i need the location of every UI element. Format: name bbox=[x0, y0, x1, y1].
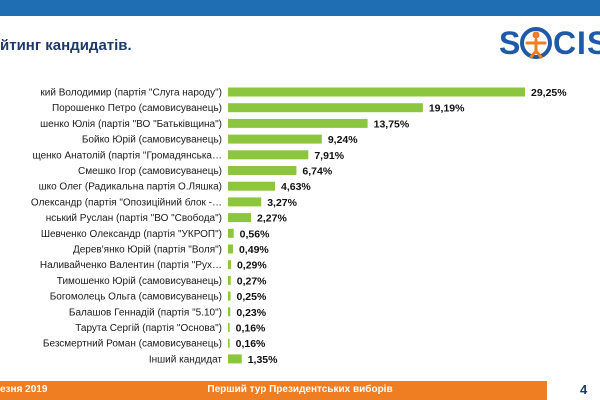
value-label: 1,35% bbox=[248, 354, 278, 366]
value-label: 29,25% bbox=[531, 87, 567, 99]
page-number-box bbox=[547, 381, 600, 400]
category-label: Смешко Ігор (самовисуванець) bbox=[78, 166, 222, 177]
bar bbox=[228, 213, 252, 223]
person-emblem-icon bbox=[520, 27, 552, 59]
value-label: 7,91% bbox=[314, 150, 344, 162]
category-label: Дерев'янко Юрій (партія "Воля") bbox=[73, 245, 222, 256]
category-label: Шевченко Олександр (партія "УКРОП") bbox=[41, 229, 222, 240]
category-label: Порошенко Петро (самовисуванець) bbox=[52, 103, 222, 114]
category-label: нський Руслан (партія "ВО "Свобода") bbox=[46, 212, 222, 224]
svg-text:S: S bbox=[587, 25, 600, 61]
socis-logo: S C I S bbox=[497, 22, 600, 64]
candidate-rating-chart: кий Володимир (партія "Слуга народу") 29,… bbox=[31, 87, 567, 366]
value-label: 2,27% bbox=[257, 213, 287, 225]
category-label: шенко Юлія (партія "ВО "Батьківщина") bbox=[40, 119, 222, 130]
footer-date: езня 2019 bbox=[0, 384, 48, 395]
footer-bar: езня 2019 Перший тур Президентських вибо… bbox=[0, 381, 600, 400]
bar bbox=[228, 323, 230, 332]
category-label: Олександр (партія "Опозиційний блок -… bbox=[31, 196, 222, 208]
bar bbox=[228, 260, 231, 270]
value-label: 9,24% bbox=[328, 134, 358, 146]
bar bbox=[228, 228, 234, 238]
value-label: 13,75% bbox=[374, 118, 410, 130]
bar bbox=[228, 307, 231, 317]
value-label: 0,25% bbox=[237, 291, 267, 303]
bar bbox=[228, 134, 322, 144]
value-label: 0,29% bbox=[237, 260, 267, 272]
value-label: 0,23% bbox=[236, 307, 266, 319]
category-label: Бойко Юрій (самовисуванець) bbox=[82, 135, 222, 146]
bar bbox=[228, 275, 231, 285]
value-label: 0,16% bbox=[236, 323, 266, 335]
category-label: Безсмертний Роман (самовисуванець) bbox=[43, 339, 222, 350]
category-label: Богомолець Ольга (самовисуванець) bbox=[50, 292, 222, 303]
bar bbox=[228, 197, 262, 207]
svg-text:C: C bbox=[553, 25, 576, 61]
svg-text:S: S bbox=[499, 25, 521, 61]
bar bbox=[228, 244, 233, 254]
bar bbox=[228, 291, 231, 301]
category-label: щенко Анатолій (партія "Громадянська… bbox=[32, 150, 222, 161]
value-label: 3,27% bbox=[267, 197, 297, 209]
bar bbox=[228, 150, 309, 160]
value-label: 4,63% bbox=[281, 181, 311, 193]
bar bbox=[228, 118, 368, 128]
bar bbox=[228, 181, 276, 191]
value-label: 19,19% bbox=[429, 103, 465, 115]
category-label: Тимошенко Юрій (самовисуванець) bbox=[57, 276, 222, 287]
bar bbox=[228, 103, 423, 113]
top-bar bbox=[0, 0, 600, 16]
category-label: Наливайченко Валентин (партія "Рух… bbox=[40, 260, 222, 271]
value-label: 6,74% bbox=[302, 166, 332, 178]
value-label: 0,49% bbox=[239, 244, 269, 256]
value-label: 0,16% bbox=[236, 338, 266, 350]
bar bbox=[228, 338, 230, 348]
bar bbox=[228, 166, 297, 175]
svg-text:I: I bbox=[577, 25, 586, 61]
footer-caption: Перший тур Президентських виборів bbox=[207, 384, 393, 395]
page-number: 4 bbox=[580, 382, 588, 397]
category-label: Балашов Геннадій (партія "5.10") bbox=[69, 307, 222, 318]
category-label: Тарута Сергій (партія "Основа") bbox=[75, 323, 222, 334]
bar bbox=[228, 87, 525, 97]
category-label: шко Олег (Радикальна партія О.Ляшка) bbox=[39, 182, 222, 193]
slide-title: йтинг кандидатів. bbox=[0, 37, 132, 54]
category-label: Інший кандидат bbox=[149, 354, 223, 365]
category-label: кий Володимир (партія "Слуга народу") bbox=[40, 88, 222, 99]
value-label: 0,27% bbox=[237, 275, 267, 287]
value-label: 0,56% bbox=[240, 228, 270, 240]
bar bbox=[228, 354, 242, 364]
